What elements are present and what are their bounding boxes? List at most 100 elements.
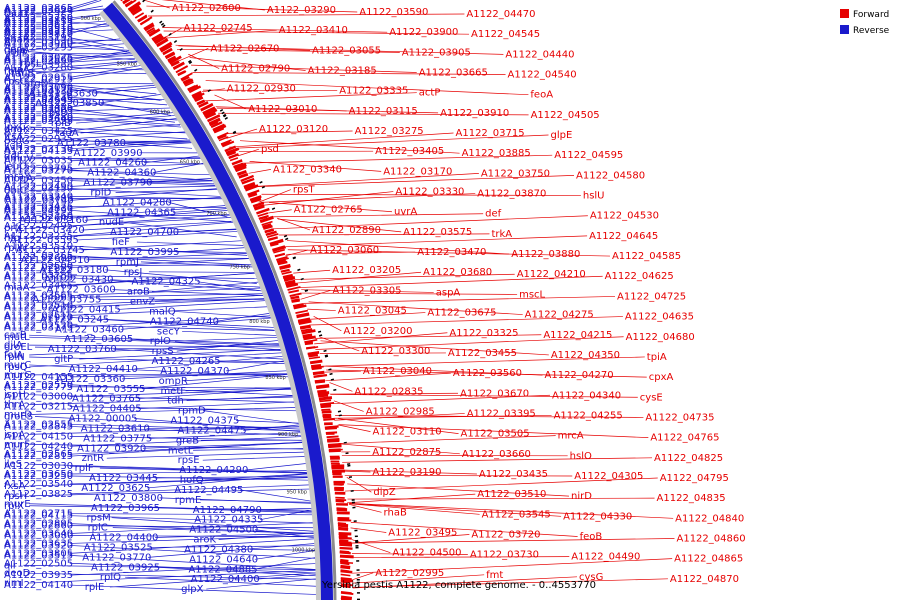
forward-connector: [309, 316, 623, 326]
reverse-connector: [69, 373, 292, 378]
gene-label: tauA: [55, 128, 78, 139]
gene-label: A1122_03285: [4, 271, 73, 282]
reverse-connector: [36, 59, 151, 74]
forward-feature: [247, 189, 260, 196]
reverse-connector: [76, 114, 184, 124]
scale-tick-label: 700 kbp: [206, 211, 226, 217]
forward-feature: [148, 28, 161, 37]
forward-feature: [231, 159, 243, 166]
reverse-connector: [256, 574, 319, 580]
gene-label: A1122_04470: [466, 9, 535, 20]
gene-label: rpsM: [86, 513, 110, 524]
gene-label: deoD: [4, 568, 31, 579]
gene-label: A1122_03795: [4, 164, 73, 175]
feature-marker: [300, 277, 304, 281]
reverse-connector: [29, 178, 216, 181]
gene-label: metL: [168, 445, 194, 456]
gene-label: A1122_03505: [461, 429, 530, 440]
reverse-connector: [147, 473, 313, 489]
gene-label: A1122_04255: [554, 410, 623, 421]
feature-marker: [222, 113, 227, 117]
gene-label: rpsQ: [4, 362, 28, 373]
reverse-connector: [94, 86, 165, 94]
gene-label: A1122_04625: [605, 271, 674, 282]
gene-label: A1122_03780: [57, 138, 126, 149]
reverse-connector: [69, 180, 217, 186]
gene-label: cysG: [579, 572, 603, 583]
forward-connector: [344, 470, 371, 473]
forward-feature: [317, 389, 327, 393]
gene-label: A1122_04475: [177, 425, 246, 436]
forward-connector: [241, 154, 553, 164]
gene-label: A1122_03765: [72, 394, 141, 405]
forward-feature: [233, 162, 244, 168]
forward-feature: [144, 23, 155, 32]
gene-label: rplD: [90, 187, 111, 198]
forward-connector: [214, 94, 247, 110]
forward-connector: [191, 64, 417, 73]
forward-connector: [349, 503, 562, 517]
gene-label: A1122_03040: [363, 366, 432, 377]
gene-label: A1122_04330: [563, 511, 632, 522]
forward-connector: [320, 340, 549, 356]
gene-label: A1122_04870: [670, 574, 739, 585]
forward-connector: [351, 553, 468, 556]
forward-feature: [220, 140, 231, 146]
reverse-connector: [69, 275, 260, 280]
gene-label: A1122_04310: [21, 255, 90, 266]
reverse-connector: [69, 96, 168, 106]
gene-label: nudE: [99, 217, 124, 228]
reverse-connector: [69, 204, 235, 219]
forward-feature: [286, 283, 299, 288]
reverse-connector: [69, 386, 294, 389]
forward-feature: [221, 140, 235, 148]
forward-feature: [304, 338, 318, 343]
gene-label: A1122_04680: [626, 332, 695, 343]
reverse-connector: [149, 180, 218, 183]
forward-connector: [192, 72, 506, 75]
gene-label: trkA: [491, 229, 512, 240]
gene-label: A1122_03730: [470, 550, 539, 561]
gene-label: A1122_04360: [87, 168, 156, 179]
reverse-connector: [69, 131, 194, 140]
gene-label: hfq: [4, 233, 20, 244]
gene-label: A1122_03420: [16, 225, 85, 236]
gene-label: A1122_04115: [4, 511, 73, 522]
gene-label: A1122_03530: [4, 37, 73, 48]
gene-label: rplR: [4, 66, 24, 77]
reverse-connector: [69, 141, 201, 152]
forward-feature: [229, 157, 239, 162]
gene-label: A1122_04135: [4, 146, 73, 157]
gene-label: A1122_04795: [660, 473, 729, 484]
gene-label: A1122_04740: [150, 316, 219, 327]
forward-connector: [341, 443, 460, 455]
reverse-connector: [29, 8, 105, 15]
reverse-connector: [125, 576, 319, 587]
legend-forward-swatch: [840, 9, 849, 18]
reverse-connector: [29, 356, 286, 364]
forward-feature: [129, 5, 141, 14]
reverse-connector: [80, 123, 190, 134]
forward-feature: [320, 405, 331, 409]
gene-label: rplW: [4, 243, 27, 254]
feature-marker: [318, 334, 323, 337]
forward-connector: [319, 336, 360, 352]
gene-label: A1122_02875: [372, 447, 441, 458]
gene-label: ddl: [4, 152, 19, 163]
reverse-connector: [69, 0, 102, 11]
gene-label: A1122_04340: [552, 390, 621, 401]
gene-label: A1122_03450: [4, 176, 73, 187]
gene-label: A1122_03280: [4, 62, 73, 73]
forward-connector: [258, 189, 292, 203]
gene-label: ubiC: [4, 185, 26, 196]
reverse-connector: [69, 264, 256, 267]
scale-tick-label: 650 kbp: [180, 159, 200, 165]
forward-connector: [300, 290, 331, 300]
gene-label: mraY: [4, 172, 31, 183]
gene-label: A1122_02715: [4, 509, 73, 520]
reverse-connector: [111, 517, 316, 532]
gene-label: A1122_03185: [308, 66, 377, 77]
forward-connector: [237, 148, 260, 157]
reverse-connector: [75, 230, 245, 241]
feature-marker: [142, 0, 146, 3]
